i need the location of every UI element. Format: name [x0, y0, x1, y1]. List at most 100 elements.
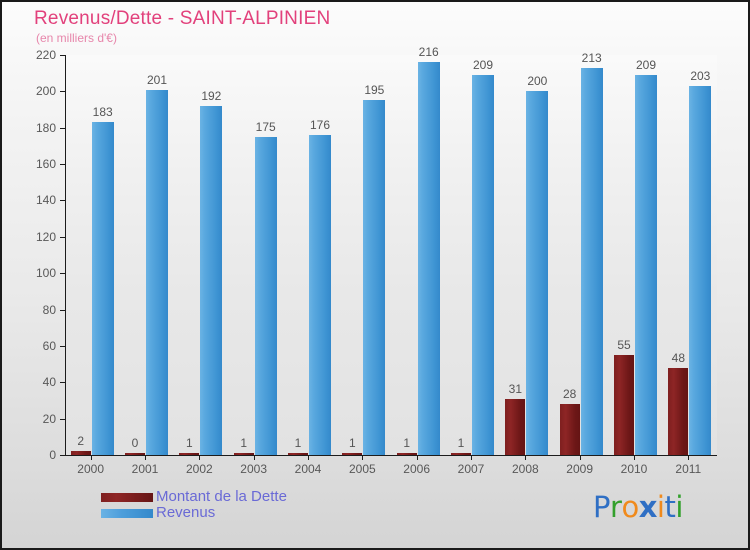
bar-revenue-2005 [363, 100, 386, 455]
x-tick-label-2001: 2001 [131, 462, 159, 476]
bar-label-revenue-2009: 213 [581, 50, 602, 65]
bar-label-revenue-2006: 216 [418, 45, 439, 60]
bar-debt-2006 [396, 453, 417, 455]
bar-debt-2000 [70, 451, 91, 455]
bar-label-debt-2002: 1 [185, 436, 193, 450]
plot-area: 0 20 40 60 80 100 120 140 160 180 200 220 2000 2001 2… [36, 45, 717, 476]
y-tick-mark [60, 127, 65, 129]
y-tick-mark [60, 418, 65, 420]
page-title: Revenus/Dette - SAINT-ALPINIEN [34, 8, 331, 29]
y-tick-mark [60, 55, 65, 56]
bar-debt-2010 [614, 355, 634, 455]
bar-debt-2003 [233, 453, 254, 455]
bar-revenue-2004 [309, 135, 331, 455]
bar-label-debt-2010: 55 [617, 338, 631, 352]
logo-letter-i1: i [656, 490, 665, 524]
bar-revenue-2001 [146, 89, 168, 455]
y-tick-label: 180 [35, 120, 56, 135]
legend-swatch-debt-icon [101, 492, 153, 502]
y-tick-label: 80 [42, 302, 56, 317]
x-tick-label-2004: 2004 [294, 462, 322, 476]
x-tick-mark [471, 455, 472, 460]
x-tick-mark [90, 455, 92, 460]
plot-background [65, 55, 717, 455]
x-tick-label-2006: 2006 [403, 462, 431, 476]
bar-label-revenue-2004: 176 [309, 118, 331, 132]
legend-item-revenue: Revenus [101, 505, 287, 521]
y-tick-label: 20 [42, 411, 56, 426]
x-tick-label-2005: 2005 [348, 462, 376, 476]
bar-label-debt-2000: 2 [77, 434, 84, 449]
y-tick-label: 120 [35, 229, 56, 244]
x-tick-label-2010: 2010 [620, 462, 648, 476]
bar-revenue-2010 [635, 75, 657, 455]
bar-label-revenue-2010: 209 [635, 58, 657, 72]
y-tick-label: 0 [49, 448, 56, 462]
bar-debt-2005 [342, 453, 363, 455]
logo-letter-i2: i [675, 490, 683, 524]
bar-debt-2002 [179, 453, 200, 455]
logo-letter-r: r [610, 490, 622, 524]
x-tick-label-2007: 2007 [457, 462, 485, 476]
bar-label-revenue-2007: 209 [472, 58, 494, 72]
bar-revenue-2003 [254, 136, 277, 455]
x-tick-mark [416, 455, 418, 460]
bar-label-revenue-2008: 200 [527, 74, 548, 89]
x-tick-mark [579, 455, 581, 460]
bar-label-debt-2003: 1 [240, 436, 247, 450]
legend: Montant de la Dette Revenus [101, 489, 287, 521]
y-tick-mark [60, 236, 65, 238]
y-tick-mark [60, 345, 65, 347]
x-tick-label-2008: 2008 [511, 462, 539, 476]
legend-label-revenue: Revenus [156, 504, 216, 521]
bar-label-revenue-2000: 183 [92, 105, 113, 120]
bar-label-revenue-2003: 175 [255, 119, 276, 134]
y-tick-label: 220 [35, 48, 56, 62]
y-tick-mark [60, 455, 65, 456]
x-tick-label-2000: 2000 [77, 462, 105, 476]
x-tick-mark [308, 455, 309, 460]
legend-label-debt: Montant de la Dette [156, 488, 287, 505]
x-tick-label-2009: 2009 [566, 462, 594, 476]
bar-label-revenue-2005: 195 [364, 83, 385, 98]
bar-label-debt-2001: 0 [131, 436, 139, 450]
bar-revenue-2000 [91, 122, 114, 455]
bar-label-debt-2006: 1 [403, 436, 410, 450]
logo-letter-o: o [621, 490, 639, 524]
x-axis-line [65, 455, 717, 456]
bar-label-revenue-2002: 192 [201, 88, 222, 103]
x-tick-mark [634, 455, 635, 460]
bar-debt-2001 [125, 453, 145, 455]
logo-letter-p: P [593, 490, 611, 524]
y-tick-label: 100 [35, 266, 56, 281]
bar-label-debt-2009: 28 [562, 387, 577, 402]
y-tick-label: 60 [42, 338, 56, 353]
bar-debt-2008 [505, 398, 526, 455]
x-tick-mark [145, 455, 146, 460]
x-tick-mark [362, 455, 364, 460]
logo-letter-t: t [664, 490, 676, 524]
bar-label-debt-2005: 1 [348, 436, 356, 450]
bar-label-debt-2007: 1 [457, 436, 465, 450]
y-tick-mark [60, 382, 65, 384]
bar-label-debt-2004: 1 [294, 436, 302, 450]
bar-revenue-2008 [526, 91, 549, 455]
bar-label-revenue-2011: 203 [690, 68, 711, 83]
x-tick-mark [199, 455, 201, 460]
y-tick-mark [60, 200, 65, 202]
y-tick-label: 140 [35, 193, 56, 208]
x-tick-mark [525, 455, 527, 460]
bar-revenue-2009 [580, 67, 603, 455]
y-tick-label: 160 [35, 157, 56, 172]
bar-debt-2007 [451, 453, 471, 455]
y-tick-mark [60, 91, 65, 93]
y-tick-label: 200 [35, 84, 56, 99]
bar-label-debt-2011: 48 [671, 350, 686, 365]
page-subtitle: (en milliers d'€) [36, 31, 117, 45]
x-tick-label-2003: 2003 [240, 462, 268, 476]
bar-debt-2009 [559, 404, 580, 455]
legend-swatch-revenue-icon [101, 508, 153, 518]
x-tick-label-2011: 2011 [675, 462, 702, 476]
proxiti-logo[interactable]: Proxiti [593, 489, 683, 525]
